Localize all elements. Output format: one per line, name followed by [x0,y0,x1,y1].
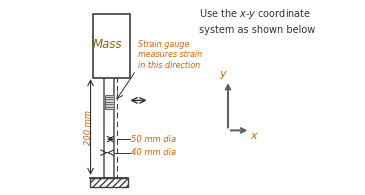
Bar [89,178,128,187]
Bar [93,14,130,78]
Text: $y$: $y$ [219,69,228,81]
Text: Strain gauge
measures strain
in this direction: Strain gauge measures strain in this dir… [138,40,202,70]
Bar [104,76,114,178]
Bar [105,95,114,109]
Text: 50 mm dia: 50 mm dia [131,135,176,144]
Text: $x$: $x$ [250,131,259,141]
Text: 40 mm dia: 40 mm dia [131,148,176,157]
Text: 200 mm: 200 mm [84,110,93,144]
Text: Mass: Mass [93,38,123,51]
Text: Use the $x$-$y$ coordinate
system as shown below: Use the $x$-$y$ coordinate system as sho… [199,7,315,35]
